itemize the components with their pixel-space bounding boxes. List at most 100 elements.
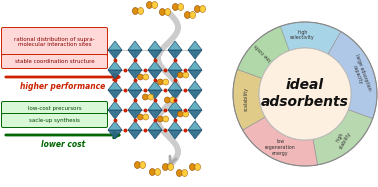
Ellipse shape <box>178 4 184 10</box>
Ellipse shape <box>160 8 165 16</box>
Polygon shape <box>128 50 142 59</box>
Polygon shape <box>148 81 162 90</box>
Polygon shape <box>128 70 142 79</box>
Ellipse shape <box>182 169 187 177</box>
Polygon shape <box>168 50 182 59</box>
Polygon shape <box>128 110 142 119</box>
Polygon shape <box>148 121 162 130</box>
Polygon shape <box>188 90 202 99</box>
Ellipse shape <box>143 114 149 120</box>
Polygon shape <box>108 101 122 110</box>
Wedge shape <box>328 32 377 119</box>
Polygon shape <box>108 70 122 79</box>
Polygon shape <box>128 90 142 99</box>
Polygon shape <box>168 130 182 139</box>
Polygon shape <box>168 90 182 99</box>
Polygon shape <box>188 101 202 110</box>
Polygon shape <box>108 130 122 139</box>
Polygon shape <box>108 81 122 90</box>
FancyBboxPatch shape <box>2 114 107 128</box>
Polygon shape <box>128 81 142 90</box>
Text: lower cost: lower cost <box>41 140 85 149</box>
Polygon shape <box>108 110 122 119</box>
Ellipse shape <box>148 94 153 100</box>
Polygon shape <box>168 70 182 79</box>
Polygon shape <box>148 50 162 59</box>
Ellipse shape <box>183 111 189 117</box>
Wedge shape <box>233 69 265 130</box>
Polygon shape <box>168 110 182 119</box>
Wedge shape <box>264 22 341 56</box>
Polygon shape <box>148 130 162 139</box>
Text: large adsorption
capacity: large adsorption capacity <box>349 54 372 94</box>
Ellipse shape <box>190 11 195 19</box>
Polygon shape <box>108 121 122 130</box>
Polygon shape <box>148 101 162 110</box>
Polygon shape <box>148 90 162 99</box>
Ellipse shape <box>143 74 149 80</box>
Text: high
stability: high stability <box>333 128 352 150</box>
Ellipse shape <box>189 163 195 171</box>
Ellipse shape <box>152 1 158 8</box>
Ellipse shape <box>146 1 152 8</box>
Polygon shape <box>188 81 202 90</box>
Ellipse shape <box>163 163 168 171</box>
Ellipse shape <box>140 162 146 168</box>
FancyBboxPatch shape <box>2 102 107 116</box>
Text: sacle-up synthesis: sacle-up synthesis <box>29 118 80 123</box>
Polygon shape <box>188 61 202 70</box>
Circle shape <box>259 48 351 140</box>
Ellipse shape <box>135 162 140 168</box>
Ellipse shape <box>165 8 170 16</box>
Text: rational distribution of supra-
molecular interaction sites: rational distribution of supra- molecula… <box>14 37 95 47</box>
Polygon shape <box>128 130 142 139</box>
Polygon shape <box>188 121 202 130</box>
Polygon shape <box>128 61 142 70</box>
Ellipse shape <box>195 163 201 171</box>
Polygon shape <box>188 110 202 119</box>
Text: adsorbents: adsorbents <box>261 95 349 109</box>
Polygon shape <box>168 61 182 70</box>
Ellipse shape <box>157 116 163 122</box>
Ellipse shape <box>177 169 182 177</box>
Polygon shape <box>168 121 182 130</box>
Polygon shape <box>168 81 182 90</box>
Polygon shape <box>148 110 162 119</box>
Ellipse shape <box>143 94 148 100</box>
Polygon shape <box>168 101 182 110</box>
Ellipse shape <box>132 7 138 15</box>
Polygon shape <box>148 41 162 50</box>
Polygon shape <box>108 41 122 50</box>
Polygon shape <box>188 70 202 79</box>
Ellipse shape <box>194 5 200 13</box>
Ellipse shape <box>137 114 143 120</box>
Ellipse shape <box>138 7 144 15</box>
Text: ideal: ideal <box>286 78 324 92</box>
Ellipse shape <box>177 111 183 117</box>
Text: low-cost precursors: low-cost precursors <box>28 106 81 111</box>
Polygon shape <box>108 61 122 70</box>
Text: low costs: low costs <box>254 43 273 62</box>
FancyBboxPatch shape <box>2 27 107 56</box>
Wedge shape <box>313 110 373 165</box>
Ellipse shape <box>168 163 174 171</box>
Ellipse shape <box>149 168 155 176</box>
Ellipse shape <box>163 79 169 85</box>
Polygon shape <box>108 50 122 59</box>
Text: scalability: scalability <box>244 87 249 111</box>
Polygon shape <box>128 41 142 50</box>
Ellipse shape <box>163 116 169 122</box>
FancyBboxPatch shape <box>2 54 107 68</box>
Ellipse shape <box>157 79 163 85</box>
Polygon shape <box>128 121 142 130</box>
Polygon shape <box>168 41 182 50</box>
Ellipse shape <box>200 5 206 13</box>
Ellipse shape <box>172 4 178 10</box>
Text: higher performance: higher performance <box>20 82 105 91</box>
Polygon shape <box>148 70 162 79</box>
Ellipse shape <box>177 72 183 78</box>
Wedge shape <box>243 117 318 166</box>
Polygon shape <box>108 90 122 99</box>
Ellipse shape <box>183 72 189 78</box>
Ellipse shape <box>137 74 143 80</box>
